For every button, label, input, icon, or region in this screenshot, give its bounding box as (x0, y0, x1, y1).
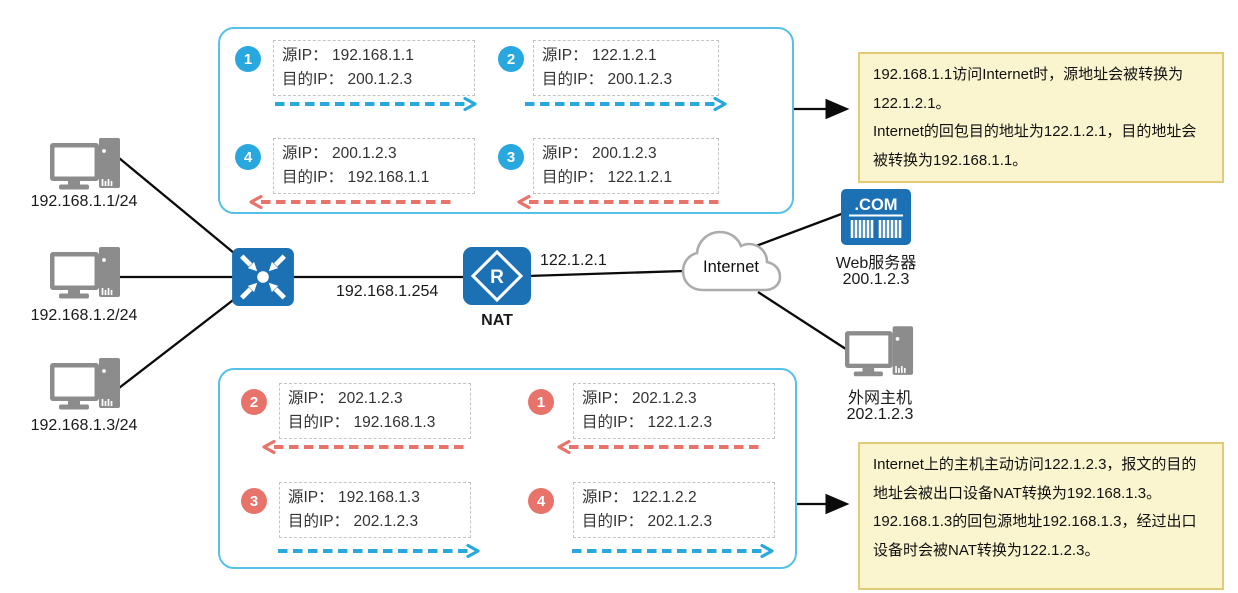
step-badge: 1 (528, 389, 554, 415)
packet-dst-line: 目的IP： 192.168.1.3 (288, 414, 436, 431)
packet-src-line: 源IP： 122.1.2.1 (542, 47, 657, 64)
flow-arrow-right (275, 96, 477, 112)
router-letter: R (490, 267, 504, 288)
inbound-nat-note: Internet上的主机主动访问122.1.2.3，报文的目的地址会被出口设备N… (858, 442, 1224, 590)
packet-src-line: 源IP： 202.1.2.3 (582, 390, 697, 407)
packet-src-line: 源IP： 202.1.2.3 (288, 390, 403, 407)
packet-src-line: 源IP： 192.168.1.1 (282, 47, 414, 64)
computer-icon (49, 137, 121, 191)
packet-box: 源IP： 200.1.2.3 目的IP： 122.1.2.1 (533, 138, 719, 194)
nat-router-node: R (463, 247, 531, 310)
web-server-icon: .COM (841, 189, 911, 245)
lan-host-1 (49, 137, 122, 196)
flow-arrow-right (525, 96, 727, 112)
flow-arrow-right (278, 543, 480, 559)
flow-arrow-right (572, 543, 774, 559)
packet-box: 源IP： 122.1.2.1 目的IP： 200.1.2.3 (533, 40, 719, 96)
packet-box: 源IP： 200.1.2.3 目的IP： 192.168.1.1 (273, 138, 475, 194)
packet-box: 源IP： 122.1.2.2 目的IP： 202.1.2.3 (573, 482, 775, 538)
note-sentence: 192.168.1.3的回包源地址192.168.1.3，经过出口设备时会被NA… (873, 513, 1197, 559)
step-badge: 3 (498, 144, 524, 170)
flow-arrow-left (557, 439, 759, 455)
packet-src-line: 源IP： 200.1.2.3 (282, 145, 397, 162)
packet-src-line: 源IP： 200.1.2.3 (542, 145, 657, 162)
lan-host-2 (49, 246, 122, 305)
router-icon: R (463, 247, 531, 305)
web-server-name: Web服务器 (835, 255, 917, 272)
packet-dst-line: 目的IP： 200.1.2.3 (282, 71, 413, 88)
packet-dst-line: 目的IP： 192.168.1.1 (282, 169, 430, 186)
nat-label: NAT (481, 312, 513, 329)
packet-src-line: 源IP： 122.1.2.2 (582, 489, 697, 506)
packet-dst-line: 目的IP： 202.1.2.3 (288, 513, 419, 530)
note-sentence: Internet的回包目的地址为122.1.2.1，目的地址会被转换为192.1… (873, 123, 1197, 169)
web-server-ip: 200.1.2.3 (842, 271, 910, 288)
lan-host-1-ip: 192.168.1.1/24 (30, 193, 138, 210)
step-badge: 1 (235, 46, 261, 72)
lan-host-3-ip: 192.168.1.3/24 (30, 417, 138, 434)
web-server-node: .COM (841, 189, 911, 250)
computer-icon (844, 325, 914, 378)
note-sentence: Internet上的主机主动访问122.1.2.3，报文的目的地址会被出口设备N… (873, 456, 1197, 502)
internet-label: Internet (703, 258, 759, 276)
flow-arrow-left (517, 194, 719, 210)
flow-arrow-left (249, 194, 451, 210)
computer-icon (49, 246, 121, 300)
step-badge: 2 (241, 389, 267, 415)
packet-dst-line: 目的IP： 202.1.2.3 (582, 513, 713, 530)
packet-dst-line: 目的IP： 200.1.2.3 (542, 71, 673, 88)
nat-wan-ip: 122.1.2.1 (540, 252, 607, 269)
lan-host-3 (49, 357, 122, 416)
flow-arrow-left (262, 439, 464, 455)
packet-dst-line: 目的IP： 122.1.2.3 (582, 414, 713, 431)
external-host-node (844, 325, 915, 383)
computer-icon (49, 357, 121, 411)
external-host-name: 外网主机 (847, 390, 912, 407)
packet-dst-line: 目的IP： 122.1.2.1 (542, 169, 673, 186)
packet-src-line: 源IP： 192.168.1.3 (288, 489, 420, 506)
packet-box: 源IP： 192.168.1.1 目的IP： 200.1.2.3 (273, 40, 475, 96)
internet-cloud: Internet (679, 226, 783, 302)
switch-icon (232, 248, 294, 306)
outbound-nat-note: 192.168.1.1访问Internet时，源地址会被转换为122.1.2.1… (858, 52, 1224, 183)
lan-host-2-ip: 192.168.1.2/24 (30, 307, 138, 324)
inbound-flow-panel: 2 源IP： 202.1.2.3 目的IP： 192.168.1.3 1 源IP… (218, 368, 797, 569)
dotcom-text: .COM (854, 196, 897, 214)
nat-lan-ip: 192.168.1.254 (336, 283, 439, 300)
note-sentence: 192.168.1.1访问Internet时，源地址会被转换为122.1.2.1… (873, 66, 1184, 112)
packet-box: 源IP： 192.168.1.3 目的IP： 202.1.2.3 (279, 482, 471, 538)
step-badge: 4 (528, 488, 554, 514)
step-badge: 2 (498, 46, 524, 72)
packet-box: 源IP： 202.1.2.3 目的IP： 192.168.1.3 (279, 383, 471, 439)
packet-box: 源IP： 202.1.2.3 目的IP： 122.1.2.3 (573, 383, 775, 439)
step-badge: 4 (235, 144, 261, 170)
step-badge: 3 (241, 488, 267, 514)
outbound-flow-panel: 1 源IP： 192.168.1.1 目的IP： 200.1.2.3 2 源IP… (218, 27, 794, 214)
switch-node (232, 248, 294, 311)
external-host-ip: 202.1.2.3 (846, 406, 914, 423)
